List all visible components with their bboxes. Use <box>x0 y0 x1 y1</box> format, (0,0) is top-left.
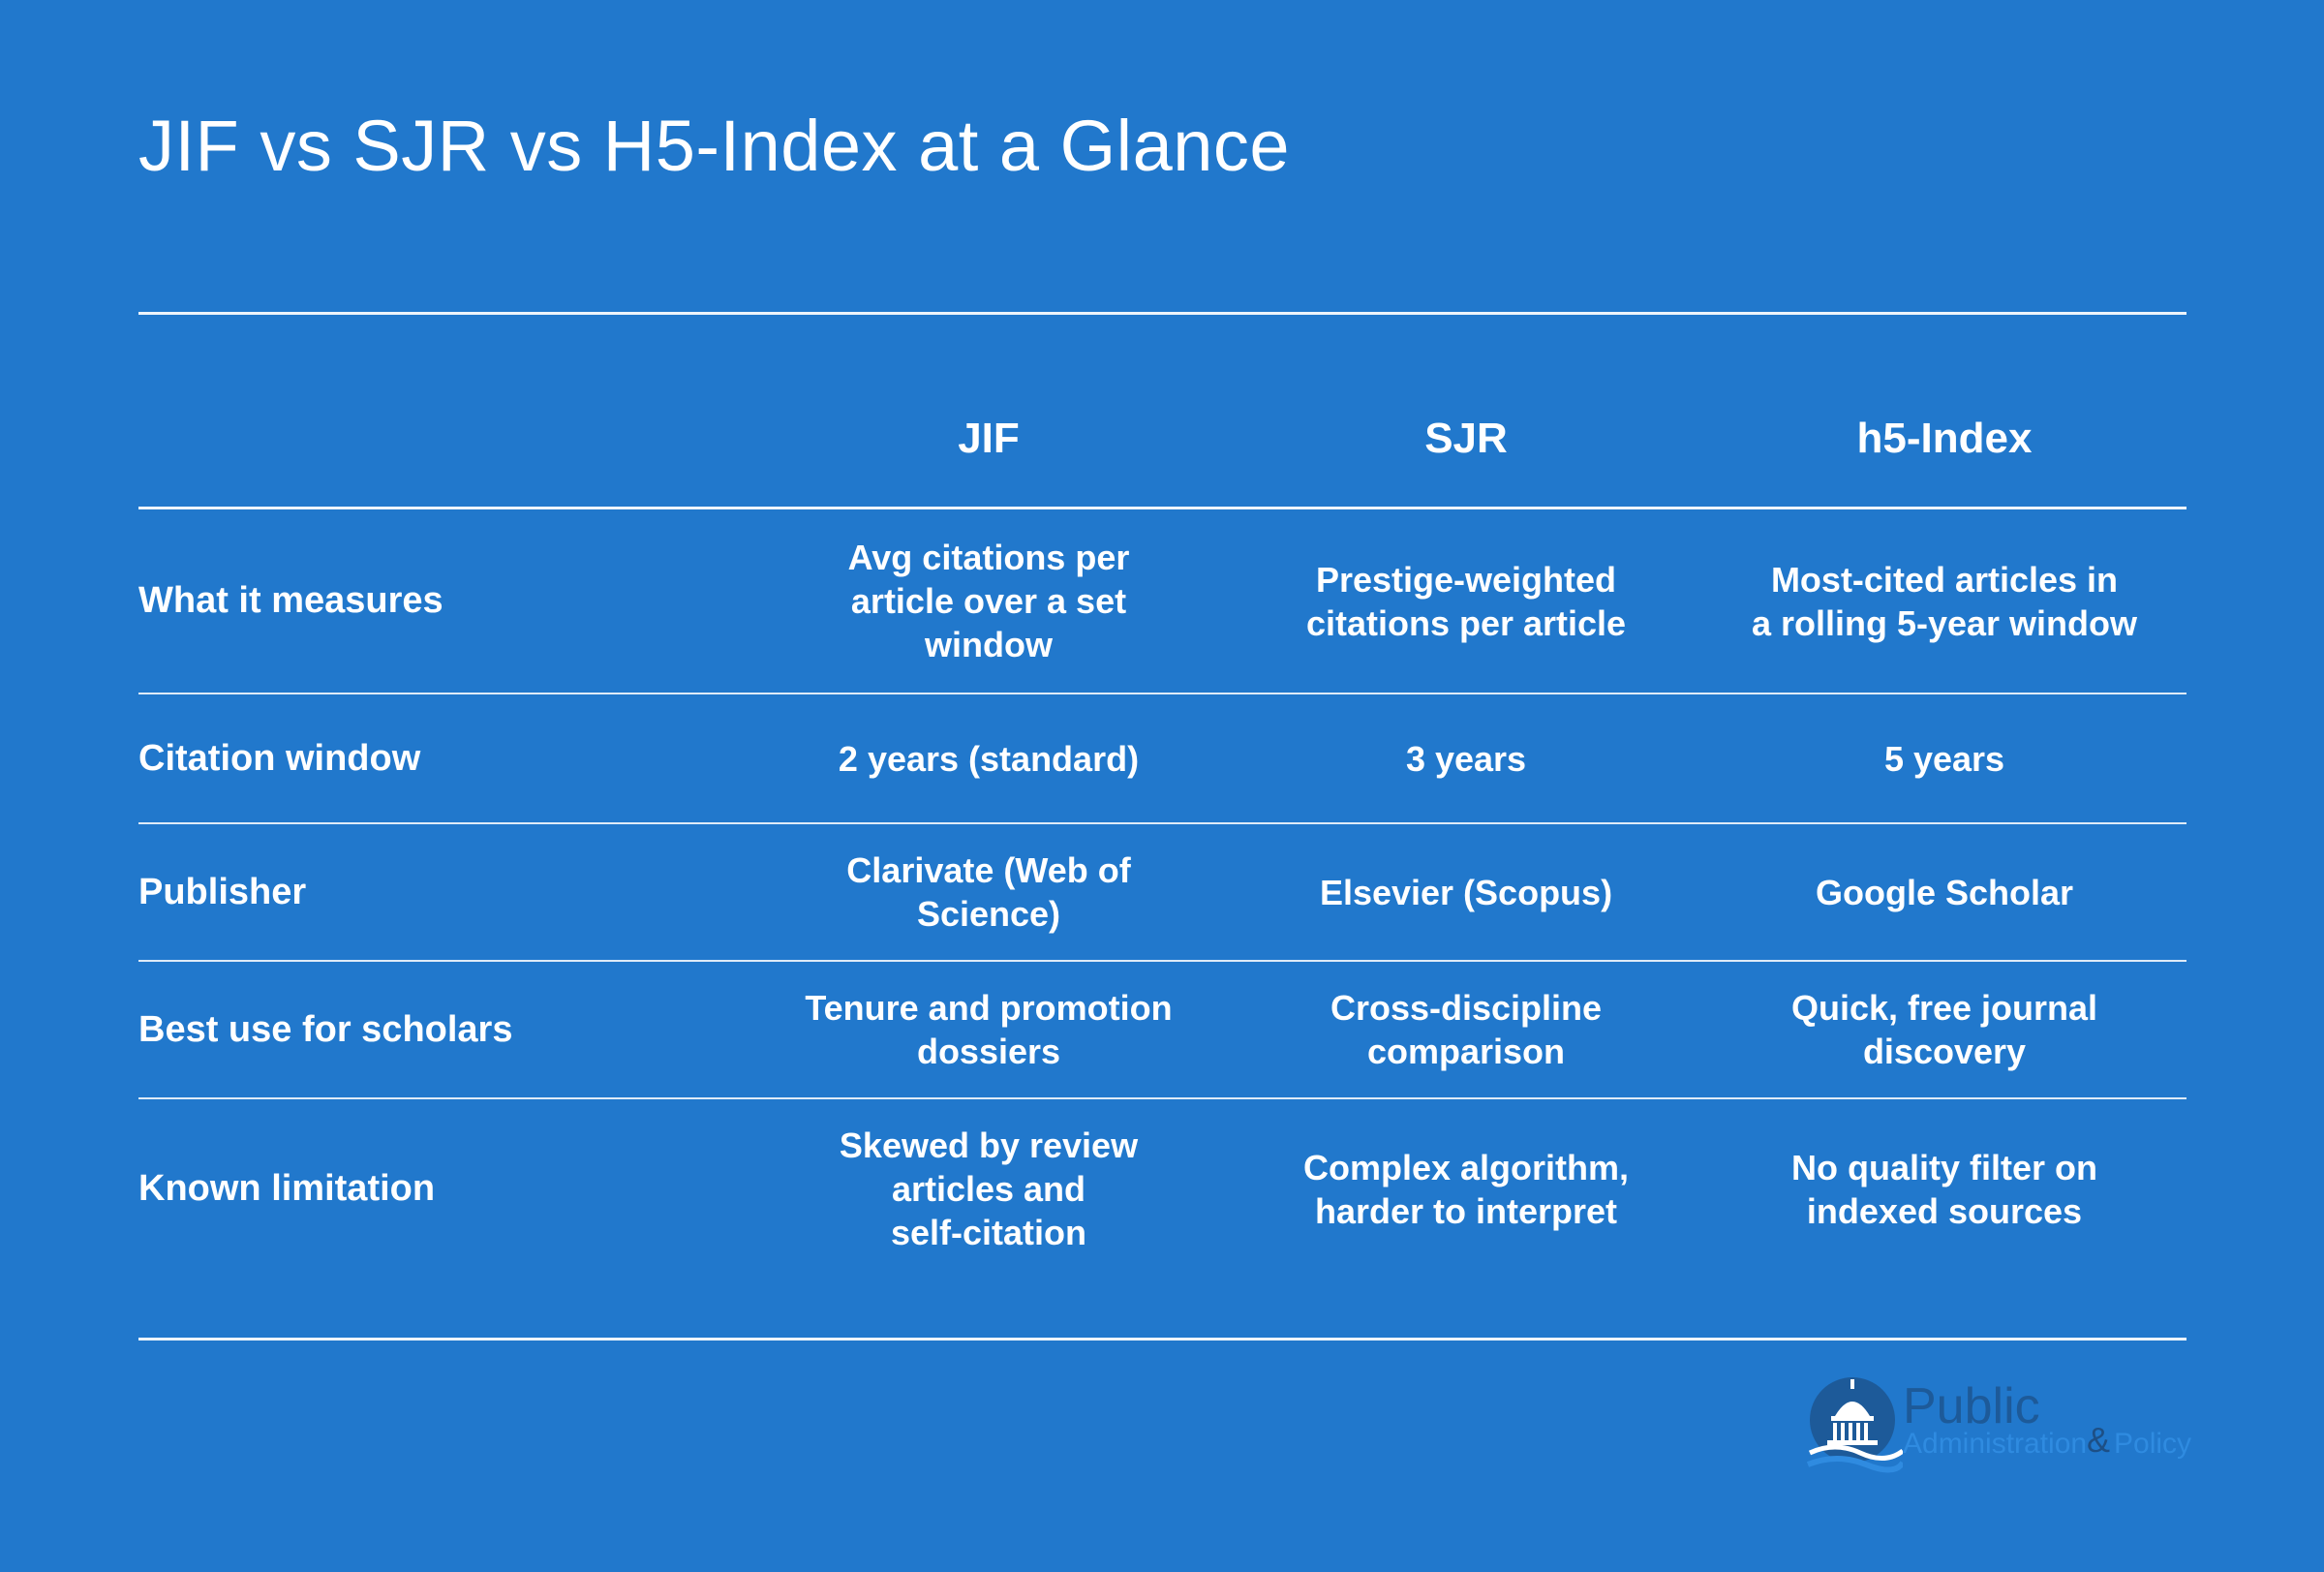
row-divider <box>138 822 2186 824</box>
cell-window-jif: 2 years (standard) <box>838 738 1140 779</box>
cell-bestuse-jif: Tenure and promotion dossiers <box>805 988 1173 1071</box>
cell-what-jif: Avg citations per article over a set win… <box>847 538 1130 664</box>
cell-limitation-h5: No quality filter on indexed sources <box>1790 1147 2097 1231</box>
page-title: JIF vs SJR vs H5-Index at a Glance <box>138 106 1291 186</box>
cell-publisher-jif: Clarivate (Web of Science) <box>846 850 1131 934</box>
column-header-h5: h5-Index <box>1856 415 2033 462</box>
row-divider <box>138 693 2186 694</box>
row-label-publisher: Publisher <box>138 871 307 912</box>
row-label-best-use: Best use for scholars <box>138 1008 513 1050</box>
row-label-known-limitation: Known limitation <box>138 1168 436 1209</box>
top-divider <box>138 312 2186 315</box>
cell-bestuse-h5: Quick, free journal discovery <box>1790 988 2098 1071</box>
row-divider <box>138 1097 2186 1099</box>
row-label-citation-window: Citation window <box>138 737 421 779</box>
logo-subtitle-2: Policy <box>2114 1428 2192 1460</box>
column-header-sjr: SJR <box>1424 415 1508 462</box>
logo-subtitle: Administration <box>1903 1428 2088 1460</box>
cell-limitation-jif: Skewed by review articles and self-citat… <box>839 1125 1139 1252</box>
publisher-logo: Public Administration & Policy <box>1806 1373 2192 1480</box>
header-divider <box>138 507 2186 509</box>
column-header-jif: JIF <box>958 415 1020 462</box>
row-divider <box>138 960 2186 962</box>
cell-what-sjr: Prestige-weighted citations per article <box>1305 559 1627 643</box>
logo-ampersand: & <box>2087 1420 2111 1460</box>
cell-window-h5: 5 years <box>1883 738 2005 779</box>
cell-window-sjr: 3 years <box>1405 738 1527 779</box>
bottom-divider <box>138 1338 2186 1341</box>
cell-limitation-sjr: Complex algorithm, harder to interpret <box>1302 1147 1630 1231</box>
capitol-dome-icon <box>1806 1377 1903 1473</box>
logo-wordmark: Public <box>1903 1378 2040 1434</box>
cell-what-h5: Most-cited articles in a rolling 5-year … <box>1751 559 2138 643</box>
cell-publisher-h5: Google Scholar <box>1815 872 2074 912</box>
cell-publisher-sjr: Elsevier (Scopus) <box>1319 872 1613 912</box>
row-label-what-it-measures: What it measures <box>138 580 443 621</box>
cell-bestuse-sjr: Cross-discipline comparison <box>1330 988 1603 1071</box>
